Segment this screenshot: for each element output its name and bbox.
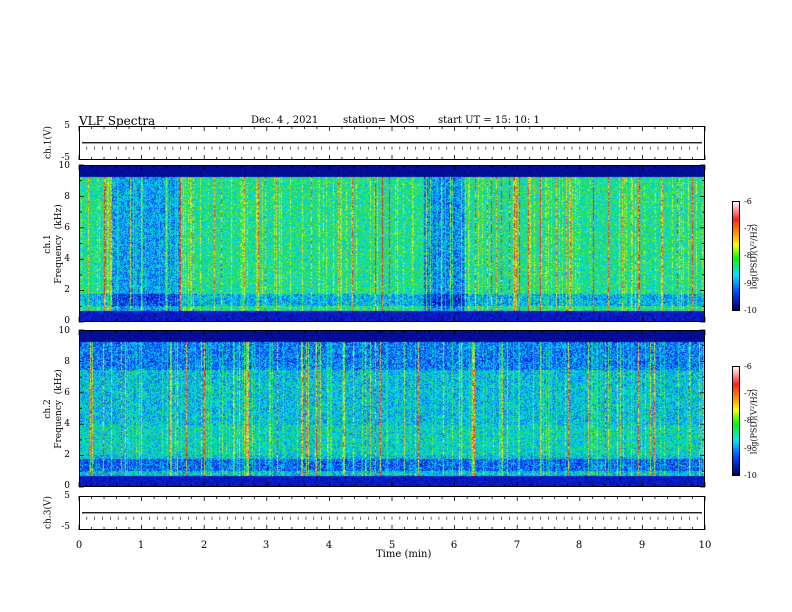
ch1-cbar-tick-m10: -10 <box>744 306 757 315</box>
ch1-freq-tick-8: 8 <box>64 192 70 202</box>
ch1-cbar-tick-m8: -8 <box>744 251 752 260</box>
xtick-10: 10 <box>698 540 712 551</box>
ch1-freq-tick-2: 2 <box>64 285 70 295</box>
ch2-cbar-tick-m10: -10 <box>744 471 757 480</box>
start-time-label: start UT = 15: 10: 1 <box>438 115 540 126</box>
ch1-ytick-top: 5 <box>64 121 70 131</box>
ch2-freq-tick-0: 0 <box>64 481 70 491</box>
ch1-cbar-tick-m7: -7 <box>744 224 752 233</box>
ch2-cbar-tick-m7: -7 <box>744 389 752 398</box>
ch2-freq-tick-2: 2 <box>64 450 70 460</box>
xtick-9: 9 <box>638 540 646 551</box>
ch1-freq-tick-6: 6 <box>64 223 70 233</box>
xtick-8: 8 <box>575 540 583 551</box>
ch2-cbar-tick-m6: -6 <box>744 362 752 371</box>
ch2-freq-tick-8: 8 <box>64 357 70 367</box>
station-label: station= MOS <box>343 115 415 126</box>
xtick-5: 5 <box>388 540 396 551</box>
ch2-cbar-tick-m9: -9 <box>744 444 752 453</box>
chart-title: VLF Spectra <box>79 114 156 128</box>
xtick-0: 0 <box>75 540 83 551</box>
xtick-6: 6 <box>450 540 458 551</box>
xtick-1: 1 <box>137 540 145 551</box>
xtick-2: 2 <box>200 540 208 551</box>
ch2-freq-tick-4: 4 <box>64 419 70 429</box>
ch3-ytick-bottom: -5 <box>61 522 70 532</box>
ch1-spectrogram-canvas <box>80 166 704 321</box>
ch1-freq-tick-10: 10 <box>58 161 70 171</box>
ch1-freq-tick-4: 4 <box>64 254 70 264</box>
ch1-freq-tick-0: 0 <box>64 316 70 326</box>
x-axis-label: Time (min) <box>376 549 432 560</box>
ch2-freq-tick-10: 10 <box>58 326 70 336</box>
ch2-colorbar <box>732 366 740 476</box>
ch2-spectrogram-canvas <box>80 331 704 486</box>
xtick-3: 3 <box>262 540 270 551</box>
ch1-ytick-bottom: -5 <box>61 153 70 163</box>
ch1-cbar-tick-m9: -9 <box>744 279 752 288</box>
ch1-cbar-tick-m6: -6 <box>744 197 752 206</box>
ch1-colorbar <box>732 201 740 311</box>
ch2-freq-tick-6: 6 <box>64 388 70 398</box>
ch1-spectrogram <box>79 165 705 322</box>
xtick-7: 7 <box>513 540 521 551</box>
xtick-4: 4 <box>325 540 333 551</box>
date-label: Dec. 4 , 2021 <box>251 115 319 126</box>
ch2-cbar-tick-m8: -8 <box>744 416 752 425</box>
ch3-ytick-top: 5 <box>64 491 70 501</box>
